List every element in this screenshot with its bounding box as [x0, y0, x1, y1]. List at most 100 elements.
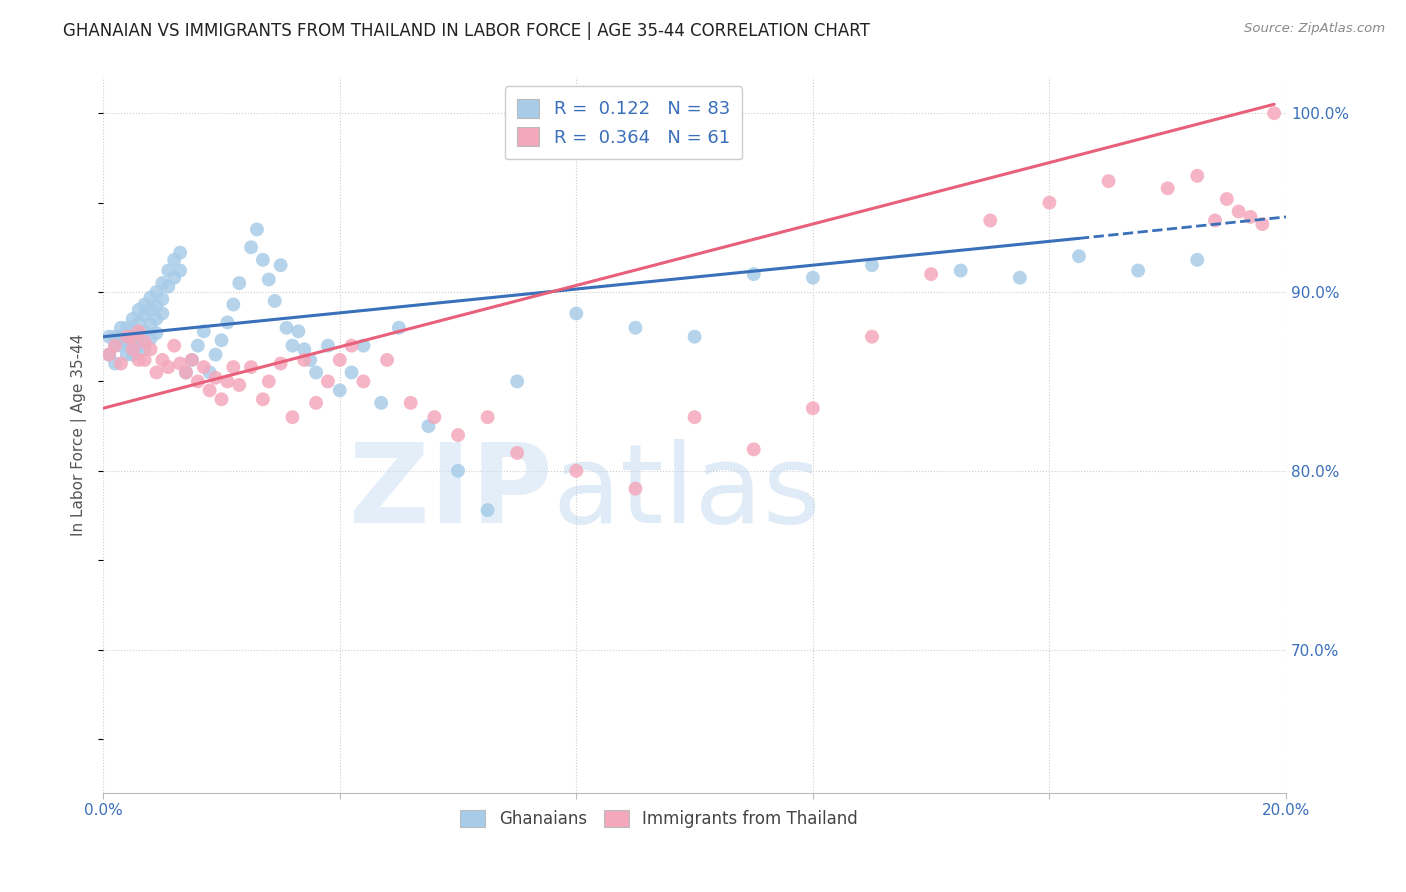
Point — [1187, 169, 1209, 183]
Point — [1097, 174, 1119, 188]
Y-axis label: In Labor Force | Age 35-44: In Labor Force | Age 35-44 — [72, 334, 87, 536]
Point — [742, 267, 765, 281]
Point — [139, 290, 162, 304]
Point — [565, 464, 588, 478]
Legend: Ghanaians, Immigrants from Thailand: Ghanaians, Immigrants from Thailand — [454, 803, 865, 834]
Point — [305, 366, 328, 380]
Point — [145, 285, 167, 299]
Point — [263, 293, 285, 308]
Point — [276, 320, 298, 334]
Point — [139, 317, 162, 331]
Point — [340, 338, 363, 352]
Point — [1157, 181, 1180, 195]
Point — [447, 464, 470, 478]
Point — [98, 348, 121, 362]
Point — [157, 360, 180, 375]
Point — [565, 306, 588, 320]
Point — [352, 375, 374, 389]
Point — [134, 308, 156, 322]
Point — [292, 343, 315, 357]
Point — [506, 375, 529, 389]
Point — [316, 375, 339, 389]
Text: ZIP: ZIP — [349, 439, 553, 546]
Point — [163, 252, 186, 267]
Point — [316, 338, 339, 352]
Point — [281, 410, 304, 425]
Point — [1126, 263, 1149, 277]
Point — [145, 366, 167, 380]
Point — [1067, 249, 1090, 263]
Point — [222, 297, 245, 311]
Point — [1251, 217, 1274, 231]
Point — [624, 482, 647, 496]
Point — [180, 353, 202, 368]
Point — [110, 320, 132, 334]
Point — [257, 375, 280, 389]
Point — [121, 329, 143, 343]
Text: GHANAIAN VS IMMIGRANTS FROM THAILAND IN LABOR FORCE | AGE 35-44 CORRELATION CHAR: GHANAIAN VS IMMIGRANTS FROM THAILAND IN … — [63, 22, 870, 40]
Point — [110, 329, 132, 343]
Point — [134, 297, 156, 311]
Point — [198, 384, 221, 398]
Point — [1038, 195, 1060, 210]
Point — [287, 324, 309, 338]
Point — [110, 357, 132, 371]
Point — [145, 311, 167, 326]
Point — [150, 276, 173, 290]
Point — [801, 401, 824, 416]
Point — [157, 263, 180, 277]
Point — [329, 384, 352, 398]
Point — [174, 366, 197, 380]
Point — [104, 338, 127, 352]
Text: atlas: atlas — [553, 439, 821, 546]
Point — [683, 329, 706, 343]
Point — [370, 396, 392, 410]
Point — [222, 360, 245, 375]
Point — [110, 338, 132, 352]
Point — [388, 320, 411, 334]
Point — [423, 410, 446, 425]
Point — [163, 270, 186, 285]
Point — [204, 371, 226, 385]
Point — [299, 353, 322, 368]
Point — [228, 276, 250, 290]
Text: Source: ZipAtlas.com: Source: ZipAtlas.com — [1244, 22, 1385, 36]
Point — [217, 315, 239, 329]
Point — [329, 353, 352, 368]
Point — [252, 392, 274, 407]
Point — [150, 306, 173, 320]
Point — [193, 360, 215, 375]
Point — [121, 348, 143, 362]
Point — [305, 396, 328, 410]
Point — [979, 213, 1001, 227]
Point — [134, 334, 156, 349]
Point — [1227, 204, 1250, 219]
Point — [169, 263, 191, 277]
Point — [217, 375, 239, 389]
Point — [801, 270, 824, 285]
Point — [121, 343, 143, 357]
Point — [340, 366, 363, 380]
Point — [145, 299, 167, 313]
Point — [115, 320, 138, 334]
Point — [1263, 106, 1285, 120]
Point — [1204, 213, 1226, 227]
Point — [104, 357, 127, 371]
Point — [145, 326, 167, 340]
Point — [228, 378, 250, 392]
Point — [169, 357, 191, 371]
Point — [399, 396, 422, 410]
Point — [240, 240, 263, 254]
Point — [163, 338, 186, 352]
Point — [211, 392, 233, 407]
Point — [128, 315, 150, 329]
Point — [128, 302, 150, 317]
Point — [477, 410, 499, 425]
Point — [187, 338, 209, 352]
Point — [1216, 192, 1239, 206]
Point — [211, 333, 233, 347]
Point — [193, 324, 215, 338]
Point — [98, 329, 121, 343]
Point — [270, 357, 292, 371]
Point — [240, 360, 263, 375]
